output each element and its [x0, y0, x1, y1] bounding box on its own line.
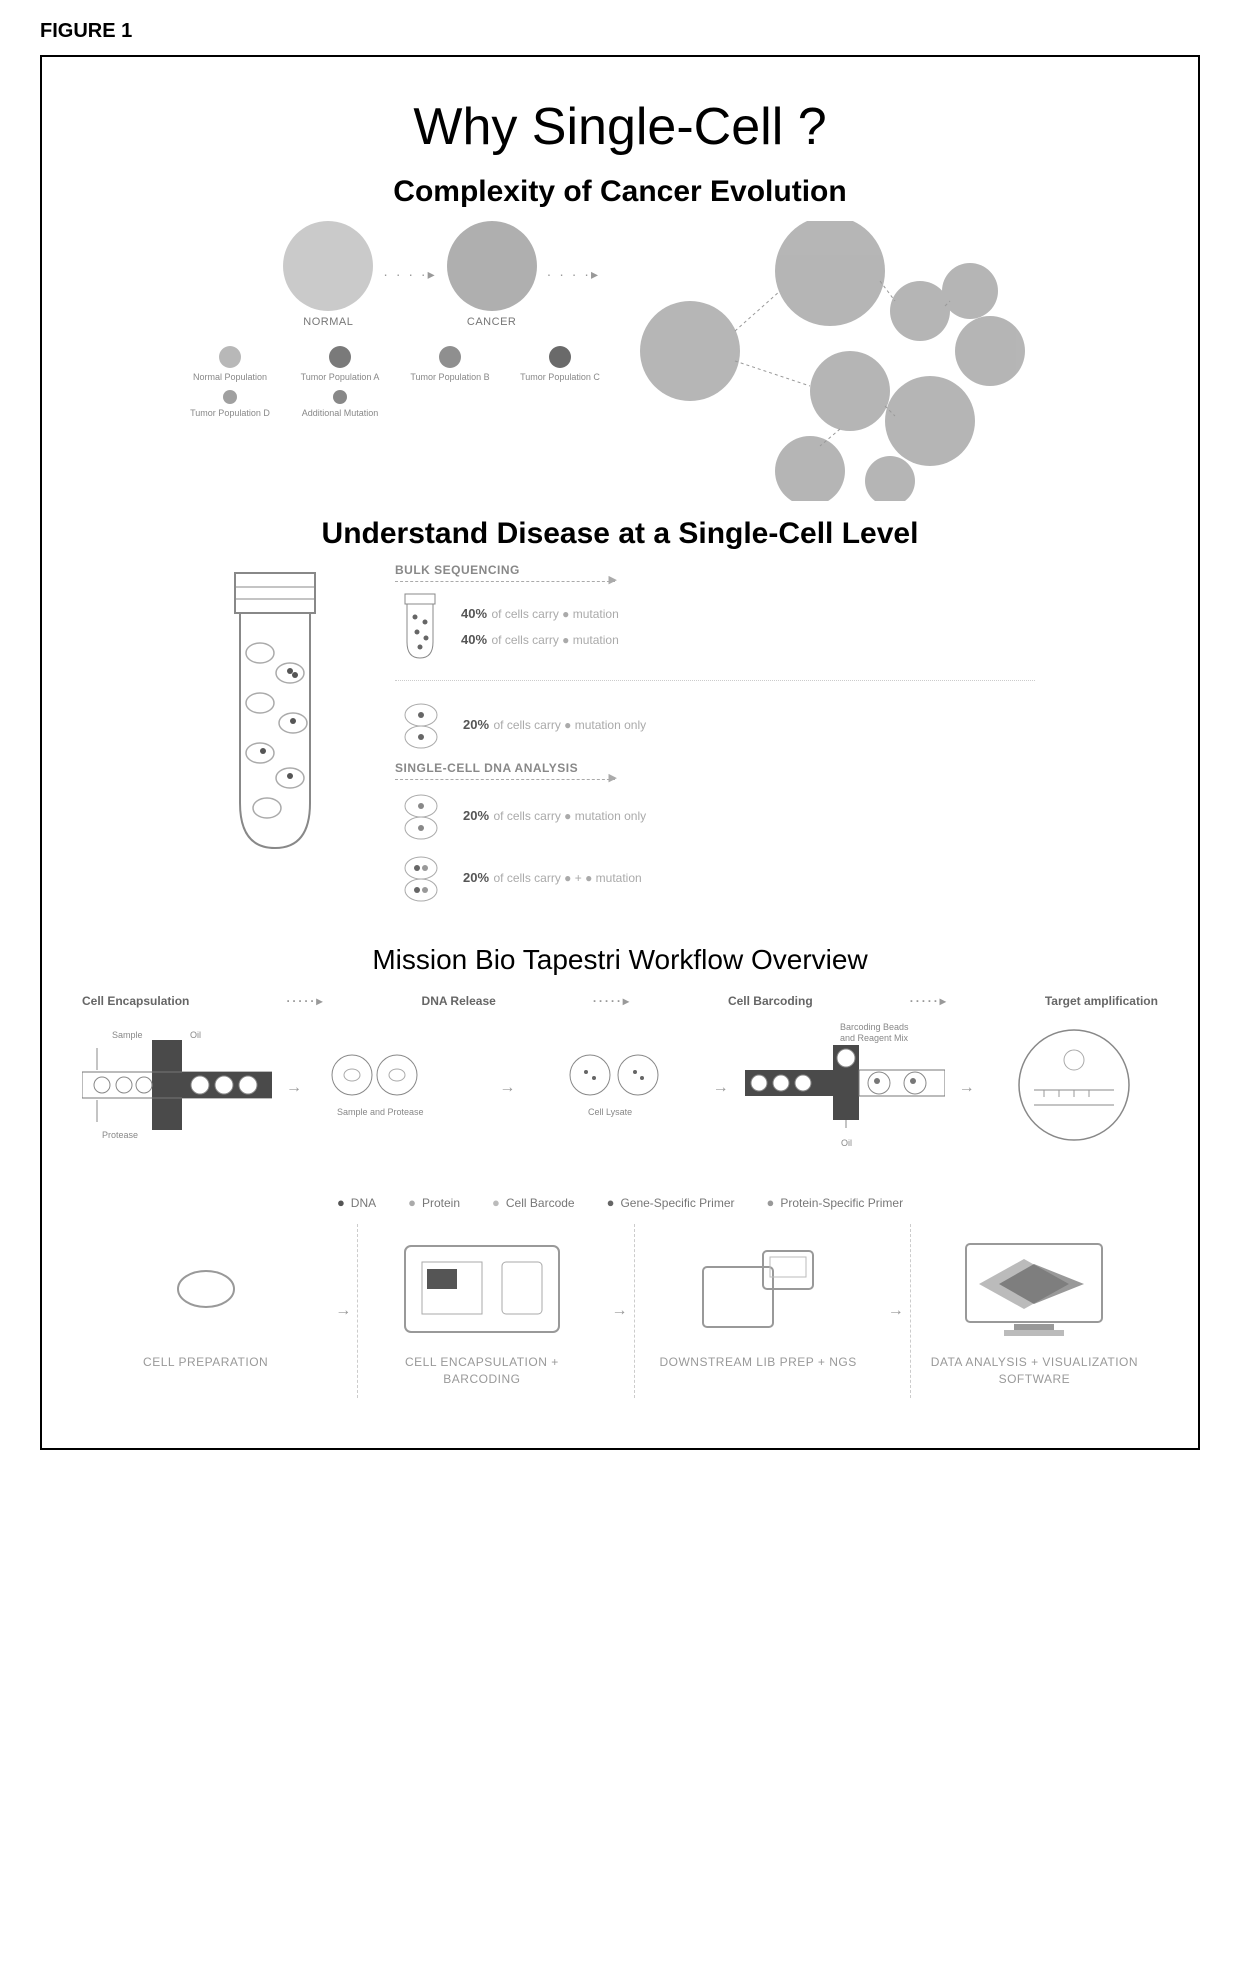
figure-frame: Why Single-Cell ? Complexity of Cancer E… — [40, 55, 1200, 1450]
svg-text:Barcoding Beads: Barcoding Beads — [840, 1022, 909, 1032]
pct-value: 20% — [463, 717, 489, 732]
svg-text:Sample and Protease: Sample and Protease — [337, 1107, 424, 1117]
legend-item: Gene-Specific Primer — [607, 1195, 735, 1210]
workflow-diagram-row: Sample Oil Protease → Sample and Proteas… — [82, 1020, 1158, 1155]
result-row: 20% of cells carry ● mutation only — [395, 790, 1035, 842]
pct-text: of cells carry ● + ● mutation — [493, 871, 641, 885]
cell-pair-icon — [395, 699, 447, 751]
wf-panel: DATA ANALYSIS + VISUALIZATION SOFTWARE — [910, 1224, 1158, 1398]
arrow-dots: · · · ·▸ — [547, 266, 600, 283]
arrow-icon: → — [606, 1224, 634, 1398]
legend-item: DNA — [337, 1195, 376, 1210]
instrument-icon — [397, 1234, 567, 1344]
pct-value: 40% — [461, 632, 487, 647]
arrow-dots: · · · ·▸ — [383, 266, 436, 283]
cancer-label: CANCER — [447, 316, 537, 328]
evolution-legend: Normal Population Tumor Population A Tum… — [190, 346, 610, 418]
workflow-panels: CELL PREPARATION → CELL ENCAPSULATION + … — [82, 1224, 1158, 1398]
svg-text:Cell Lysate: Cell Lysate — [588, 1107, 632, 1117]
mini-tube-icon — [395, 592, 445, 662]
sequencer-icon — [688, 1239, 828, 1339]
pct-text: of cells carry ● mutation only — [493, 809, 646, 823]
workflow-step-labels: Cell Encapsulation ·····▸ DNA Release ··… — [82, 994, 1158, 1008]
arrow-icon: → — [959, 1079, 977, 1097]
test-tube-icon — [205, 563, 345, 863]
cancer-cell-blob — [447, 221, 537, 311]
arrow-icon: → — [286, 1079, 304, 1097]
amplification-icon — [1004, 1025, 1144, 1145]
legend-item: Protein — [408, 1195, 460, 1210]
cell-pair-icon — [395, 852, 447, 904]
wf-step: Cell Barcoding — [728, 994, 813, 1008]
droplets-icon: Sample and Protease — [327, 1040, 477, 1130]
legend-item: Tumor Population C — [520, 346, 600, 382]
arrow-icon: → — [499, 1079, 517, 1097]
arrow-icon: ·····▸ — [910, 994, 948, 1008]
cell-pair-icon — [395, 790, 447, 842]
pct-value: 20% — [463, 870, 489, 885]
divider — [395, 680, 1035, 681]
panel-label: CELL ENCAPSULATION + BARCODING — [370, 1354, 593, 1388]
arrow-icon: → — [882, 1224, 910, 1398]
bulk-seq-label: BULK SEQUENCING — [395, 563, 1035, 577]
legend-item: Cell Barcode — [492, 1195, 575, 1210]
pct-text: of cells carry ● mutation — [491, 607, 618, 621]
arrow-icon — [395, 779, 615, 780]
branching-tree-icon — [630, 221, 1050, 501]
figure-label: FIGURE 1 — [40, 20, 1200, 43]
svg-text:Sample: Sample — [112, 1030, 143, 1040]
svg-text:Protease: Protease — [102, 1130, 138, 1140]
cell-icon — [171, 1264, 241, 1314]
normal-label: NORMAL — [283, 316, 373, 328]
result-row: 40% of cells carry ● mutation 40% of cel… — [395, 592, 1035, 662]
legend-item: Additional Mutation — [300, 390, 380, 418]
monitor-icon — [954, 1234, 1114, 1344]
arrow-icon: → — [713, 1079, 731, 1097]
svg-text:and Reagent Mix: and Reagent Mix — [840, 1033, 909, 1043]
pct-value: 40% — [461, 606, 487, 621]
legend-item: Protein-Specific Primer — [767, 1195, 904, 1210]
result-row: 20% of cells carry ● + ● mutation — [395, 852, 1035, 904]
section1-title: Complexity of Cancer Evolution — [82, 175, 1158, 209]
arrow-icon: → — [329, 1224, 357, 1398]
main-title: Why Single-Cell ? — [82, 97, 1158, 157]
wf-step: Cell Encapsulation — [82, 994, 189, 1008]
wf-panel: CELL PREPARATION — [82, 1224, 329, 1398]
arrow-icon: ·····▸ — [593, 994, 631, 1008]
wf-panel: DOWNSTREAM LIB PREP + NGS — [634, 1224, 882, 1398]
svg-text:Oil: Oil — [190, 1030, 201, 1040]
wf-panel: CELL ENCAPSULATION + BARCODING — [357, 1224, 605, 1398]
panel-label: DATA ANALYSIS + VISUALIZATION SOFTWARE — [923, 1354, 1146, 1388]
evolution-diagram: NORMAL · · · ·▸ CANCER · · · ·▸ Normal P… — [82, 221, 1158, 501]
pct-text: of cells carry ● mutation only — [493, 718, 646, 732]
wf-step: DNA Release — [422, 994, 496, 1008]
workflow-legend: DNA Protein Cell Barcode Gene-Specific P… — [82, 1195, 1158, 1210]
arrow-icon — [395, 581, 615, 582]
arrow-icon: ·····▸ — [286, 994, 324, 1008]
microfluidic-chip-icon: Sample Oil Protease — [82, 1030, 272, 1140]
section3-title: Mission Bio Tapestri Workflow Overview — [82, 944, 1158, 976]
wf-step: Target amplification — [1045, 994, 1158, 1008]
panel-label: CELL PREPARATION — [94, 1354, 317, 1371]
legend-item: Tumor Population A — [300, 346, 380, 382]
pct-text: of cells carry ● mutation — [491, 633, 618, 647]
panel-label: DOWNSTREAM LIB PREP + NGS — [647, 1354, 870, 1371]
sc-dna-label: SINGLE-CELL DNA ANALYSIS — [395, 761, 1035, 775]
legend-item: Tumor Population B — [410, 346, 490, 382]
result-row: 20% of cells carry ● mutation only — [395, 699, 1035, 751]
lysate-icon: Cell Lysate — [560, 1040, 670, 1130]
section2-title: Understand Disease at a Single-Cell Leve… — [82, 517, 1158, 551]
normal-cell-blob — [283, 221, 373, 311]
svg-text:Oil: Oil — [841, 1138, 852, 1148]
legend-item: Tumor Population D — [190, 390, 270, 418]
legend-item: Normal Population — [190, 346, 270, 382]
pct-value: 20% — [463, 808, 489, 823]
disease-diagram: BULK SEQUENCING 40% of cells carry ● mut… — [82, 563, 1158, 914]
barcoding-chip-icon: Barcoding Beads and Reagent Mix Oil — [745, 1020, 945, 1150]
